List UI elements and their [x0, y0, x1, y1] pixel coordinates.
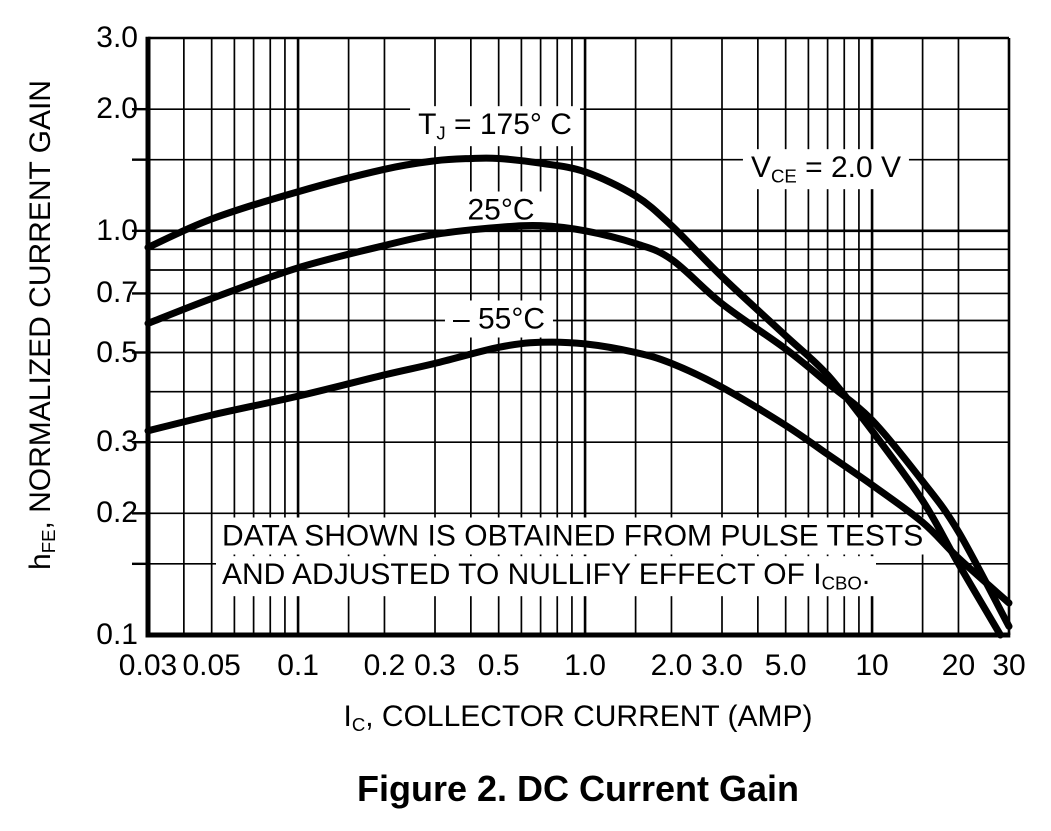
x-tick-label-0.1: 0.1: [277, 649, 319, 682]
x-tick-label-2.0: 2.0: [650, 649, 693, 682]
figure-title: Figure 2. DC Current Gain: [356, 768, 800, 809]
x-tick-label-0.3: 0.3: [414, 649, 456, 682]
x-tick-label-0.03: 0.03: [118, 649, 178, 682]
x-tick-label-20: 20: [941, 649, 976, 682]
y-tick-label-0.5: 0.5: [96, 335, 138, 369]
y-tick-label-0.2: 0.2: [96, 496, 138, 530]
x-tick-label-30: 30: [992, 649, 1026, 682]
y-tick-label-1.0: 1.0: [96, 213, 138, 247]
y-tick-label-3.0: 3.0: [96, 21, 138, 54]
y-tick-label-0.1: 0.1: [96, 618, 138, 651]
x-tick-label-0.5: 0.5: [477, 649, 520, 682]
x-tick-label-3.0: 3.0: [701, 649, 743, 682]
y-tick-label-0.7: 0.7: [96, 276, 138, 310]
x-tick-label-5.0: 5.0: [764, 649, 807, 682]
x-tick-label-1.0: 1.0: [564, 649, 606, 682]
y-axis-title: hFE, NORMALIZED CURRENT GAIN: [23, 80, 60, 570]
x-axis-title: IC, COLLECTOR CURRENT (AMP): [343, 700, 813, 736]
label-tj-175c: TJ = 175° C: [410, 106, 580, 146]
x-tick-label-0.05: 0.05: [182, 649, 241, 682]
x-tick-label-10: 10: [855, 649, 889, 682]
y-tick-label-2.0: 2.0: [96, 92, 138, 126]
x-tick-label-0.2: 0.2: [363, 649, 406, 682]
y-tick-label-0.3: 0.3: [96, 425, 138, 459]
